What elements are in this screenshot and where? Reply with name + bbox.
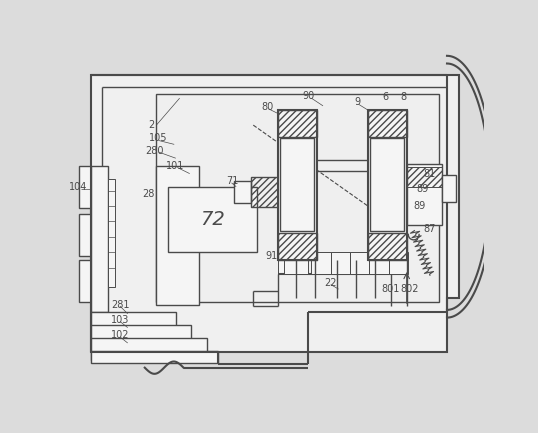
Bar (157, 94, 439, 302)
Text: 87: 87 (424, 224, 436, 234)
Text: 22: 22 (324, 278, 337, 288)
Text: 89: 89 (416, 184, 428, 194)
Bar (278, 110, 317, 137)
Text: 2: 2 (148, 120, 155, 130)
Text: 90: 90 (302, 91, 314, 101)
Bar (278, 254, 295, 273)
Bar (79, 166, 90, 208)
Bar (407, 168, 442, 187)
Text: 102: 102 (111, 330, 130, 340)
Text: 280: 280 (145, 145, 163, 155)
Bar (284, 252, 308, 274)
Bar (90, 312, 176, 334)
Bar (312, 252, 331, 274)
Text: 103: 103 (111, 315, 130, 325)
Text: 802: 802 (400, 284, 419, 294)
Bar (331, 252, 350, 274)
Text: 71: 71 (226, 176, 238, 186)
Bar (368, 233, 407, 260)
Text: 8: 8 (400, 92, 407, 102)
Bar (90, 166, 108, 312)
Bar (157, 166, 199, 304)
Bar (278, 233, 317, 260)
Bar (79, 213, 90, 256)
Text: 80: 80 (261, 102, 273, 113)
Bar (108, 179, 115, 287)
Bar (251, 178, 278, 207)
Text: 801: 801 (381, 284, 400, 294)
Polygon shape (90, 75, 458, 352)
Bar (79, 260, 90, 302)
Text: 28: 28 (143, 189, 155, 200)
Bar (370, 138, 405, 231)
Text: 9: 9 (354, 97, 360, 107)
Bar (278, 110, 317, 260)
Bar (234, 181, 251, 203)
Text: 81: 81 (424, 168, 436, 179)
Bar (280, 138, 315, 231)
Bar (90, 325, 191, 347)
Bar (442, 175, 456, 202)
Bar (368, 110, 407, 260)
Text: 105: 105 (148, 133, 167, 143)
Text: 101: 101 (166, 161, 184, 171)
Text: 91: 91 (265, 251, 277, 261)
Bar (389, 252, 408, 274)
Text: 6: 6 (382, 92, 388, 102)
Text: 72: 72 (200, 210, 224, 229)
Bar (370, 252, 389, 274)
Bar (168, 187, 257, 252)
Bar (368, 110, 407, 137)
Text: 89: 89 (414, 201, 426, 211)
Bar (90, 339, 207, 360)
Bar (407, 164, 442, 225)
Bar (350, 252, 370, 274)
Text: 104: 104 (69, 182, 87, 192)
Text: 281: 281 (111, 300, 130, 310)
Bar (90, 351, 218, 363)
